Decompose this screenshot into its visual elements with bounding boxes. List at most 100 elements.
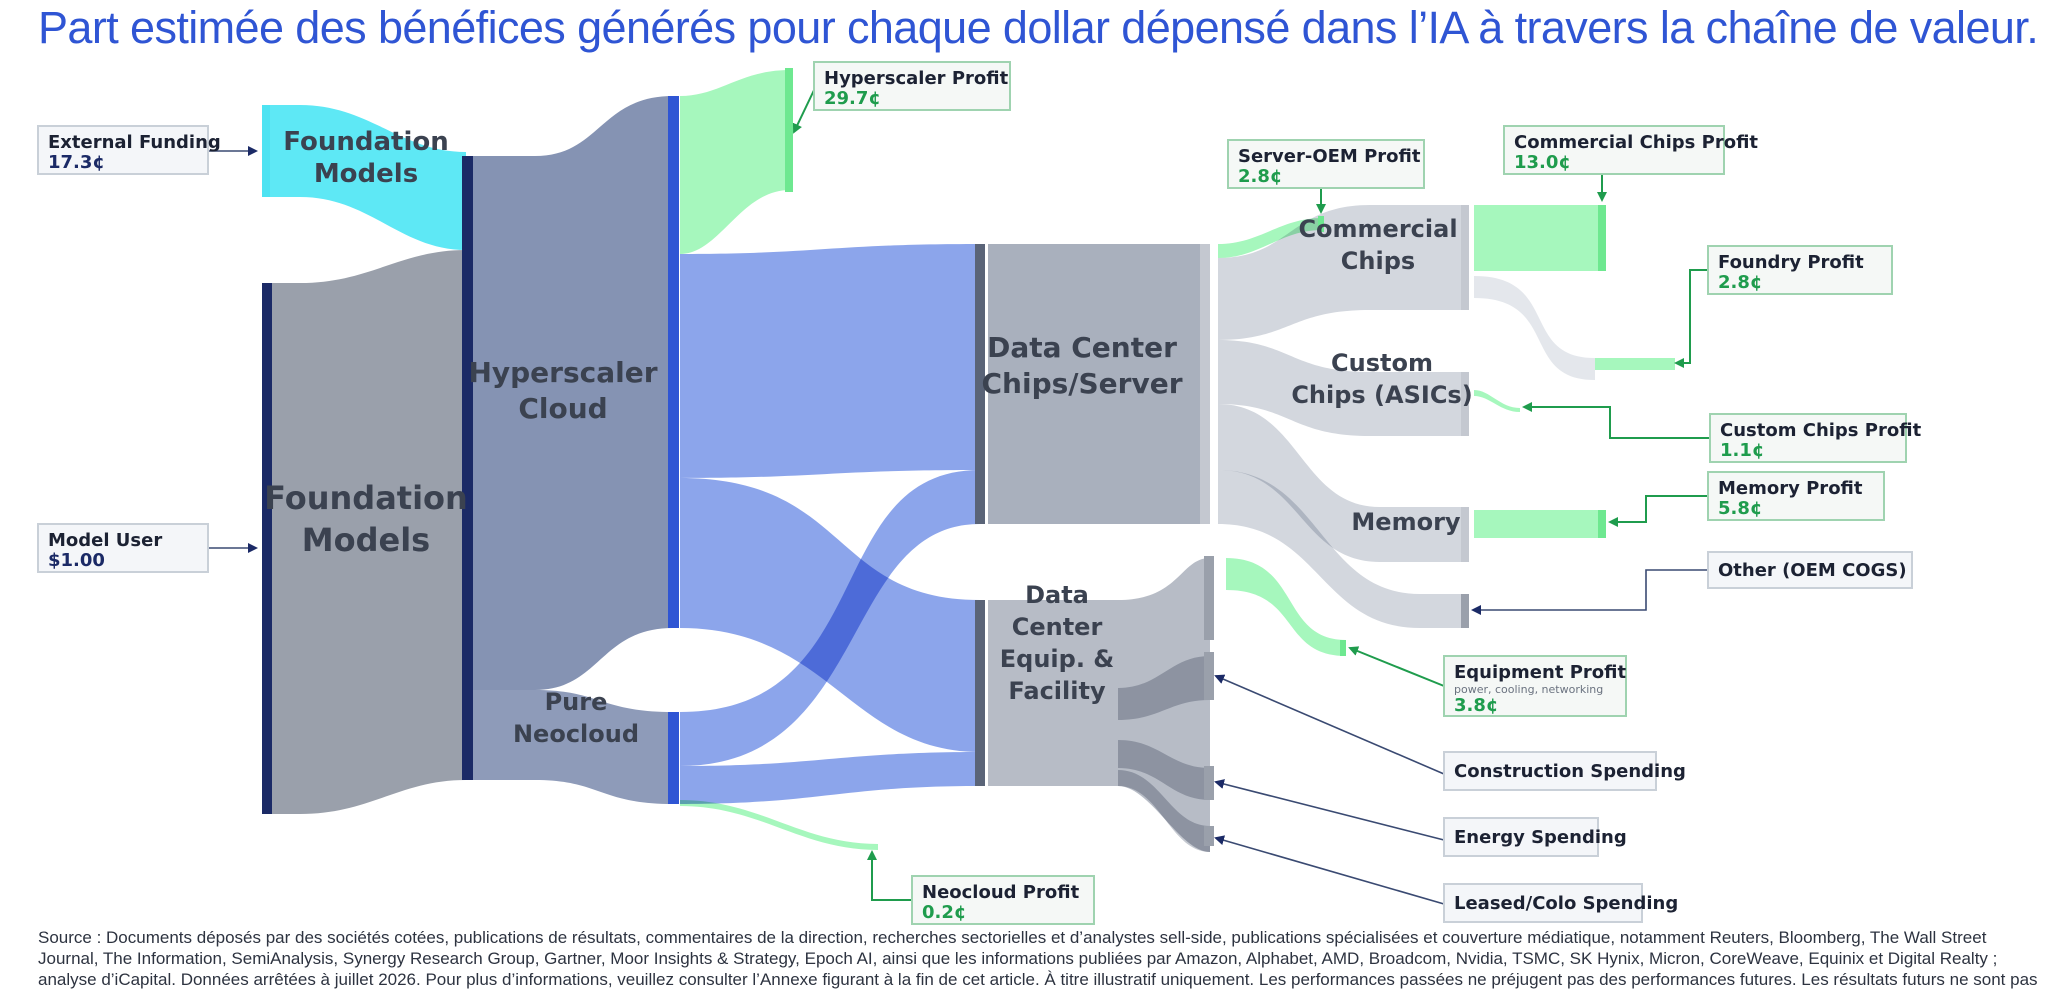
page-title: Part estimée des bénéfices générés pour … [38, 2, 2039, 53]
flow-memory-profit-bar [1598, 510, 1606, 538]
flow-neocloud-profit [680, 800, 878, 850]
callout-neocloud-profit-box [911, 875, 1095, 925]
callout-memory-profit-box [1707, 471, 1885, 521]
callout-other-oem-cogs-box [1707, 551, 1913, 589]
flow-foundry-bar [1595, 358, 1675, 370]
callout-foundry-profit: Foundry Profit 2.8¢ [1707, 245, 1893, 295]
callout-neocloud-profit: Neocloud Profit 0.2¢ [911, 875, 1095, 925]
label-foundation-models-top: Foundation Models [283, 127, 448, 189]
label-foundation-models-top-line: Foundation [283, 127, 448, 157]
flow-commercial-chips-profit-bar [1598, 205, 1606, 271]
label-hyperscaler-cloud: Hyperscaler Cloud [468, 356, 657, 425]
callout-external-funding-title: External Funding [48, 132, 221, 153]
callout-commercial-chips-profit: Commercial Chips Profit 13.0¢ [1503, 125, 1758, 175]
callout-energy-spending: Energy Spending [1443, 817, 1627, 857]
sankey-node-bars [262, 96, 1469, 846]
label-foundation-models-top-line: Models [314, 159, 418, 189]
bar-custom-chips [1461, 372, 1469, 436]
flow-to-other-cogs [1218, 470, 1466, 628]
bar-equip-in [975, 600, 985, 786]
callout-equipment-profit-value: 3.8¢ [1454, 695, 1498, 716]
callout-energy-spending-box [1443, 817, 1599, 857]
source-footnote: Source : Documents déposés par des socié… [38, 928, 2038, 989]
flow-custom-chips-profit [1474, 390, 1520, 412]
callout-leased-colo-spending: Leased/Colo Spending [1443, 883, 1678, 923]
callout-external-funding: External Funding 17.3¢ [37, 125, 221, 175]
callout-external-funding-box [37, 125, 209, 175]
flow-server-oem-profit [1218, 218, 1322, 258]
callout-custom-chips-profit-title: Custom Chips Profit [1720, 420, 1922, 441]
bar-equip-energy [1204, 766, 1214, 800]
callout-equipment-profit-title: Equipment Profit [1454, 662, 1626, 683]
flow-construction [1118, 656, 1210, 720]
flow-model-user [268, 250, 466, 814]
callout-server-oem-profit: Server-OEM Profit 2.8¢ [1227, 139, 1425, 189]
node-data-center-chips-body [988, 244, 1210, 524]
label-data-center-equip-line: Center [1012, 613, 1103, 641]
label-pure-neocloud-line: Neocloud [513, 720, 639, 748]
bar-equip-leased [1204, 826, 1214, 846]
callout-leased-colo-spending-title: Leased/Colo Spending [1454, 893, 1678, 914]
label-memory: Memory [1351, 508, 1460, 536]
bar-equip-construction [1204, 652, 1214, 700]
leader-neocloud-profit [867, 850, 914, 901]
callout-other-oem-cogs: Other (OEM COGS) [1707, 551, 1913, 589]
flow-neocloud-to-chips [680, 470, 980, 766]
bar-chips-out [1200, 244, 1210, 524]
node-data-center-equip-body [988, 558, 1210, 852]
leader-other-cogs [1471, 569, 1708, 615]
callout-custom-chips-profit-box [1709, 413, 1907, 463]
callout-custom-chips-profit-value: 1.1¢ [1720, 440, 1764, 461]
label-commercial-chips: Commercial Chips [1298, 215, 1457, 275]
label-data-center-equip: Data Center Equip. & Facility [1000, 581, 1114, 705]
bar-hyperscaler-in [462, 156, 473, 780]
callout-neocloud-profit-value: 0.2¢ [922, 902, 966, 923]
label-memory-line: Memory [1351, 508, 1460, 536]
flow-neocloud-to-equip [680, 752, 980, 804]
callout-equipment-profit: Equipment Profit power, cooling, network… [1443, 655, 1627, 717]
label-foundation-models-main: Foundation Models [264, 479, 468, 559]
bar-equip-out [1204, 556, 1214, 640]
callout-external-funding-value: 17.3¢ [48, 152, 105, 173]
callout-other-oem-cogs-title: Other (OEM COGS) [1718, 560, 1907, 581]
callout-hyperscaler-profit: Hyperscaler Profit 29.7¢ [813, 61, 1011, 111]
flow-to-memory [1218, 404, 1466, 562]
callout-server-oem-profit-value: 2.8¢ [1238, 166, 1282, 187]
callout-commercial-chips-profit-title: Commercial Chips Profit [1514, 132, 1758, 153]
leader-leased-colo [1214, 835, 1445, 905]
flow-pure-neocloud [472, 690, 673, 804]
callout-construction-spending-title: Construction Spending [1454, 761, 1686, 782]
callout-model-user: Model User $1.00 [37, 523, 209, 573]
flow-commercial-chips-profit [1474, 205, 1602, 271]
flow-hyperscaler-to-chips [680, 244, 980, 478]
callout-memory-profit-value: 5.8¢ [1718, 498, 1762, 519]
flow-memory-profit [1474, 510, 1602, 538]
callout-memory-profit-title: Memory Profit [1718, 478, 1863, 499]
label-foundation-models-main-line: Models [302, 521, 430, 559]
label-hyperscaler-cloud-line: Hyperscaler [468, 356, 657, 389]
callout-equipment-profit-box [1443, 655, 1627, 717]
callout-memory-profit: Memory Profit 5.8¢ [1707, 471, 1885, 521]
flow-hyperscaler-cloud [472, 96, 673, 690]
label-data-center-chips: Data Center Chips/Server [981, 331, 1182, 400]
leader-construction [1214, 674, 1445, 775]
flow-hyperscaler-profit-bar [785, 68, 793, 192]
leader-foundry-profit [1674, 269, 1708, 368]
flow-hyperscaler-to-equip [680, 478, 980, 752]
leader-equipment-profit [1348, 646, 1445, 687]
flow-to-commercial-chips [1218, 205, 1466, 340]
callout-commercial-chips-profit-box [1503, 125, 1725, 175]
label-custom-chips-line: Custom [1331, 349, 1433, 377]
flow-hyperscaler-profit [680, 70, 790, 254]
label-data-center-chips-line: Chips/Server [981, 367, 1182, 400]
callout-hyperscaler-profit-title: Hyperscaler Profit [824, 68, 1009, 89]
label-hyperscaler-cloud-line: Cloud [518, 392, 607, 425]
callout-custom-chips-profit: Custom Chips Profit 1.1¢ [1709, 413, 1922, 463]
callout-foundry-profit-value: 2.8¢ [1718, 272, 1762, 293]
bar-memory [1461, 507, 1469, 562]
flow-leased-colo [1118, 770, 1210, 852]
flow-equipment-profit-bar [1340, 640, 1346, 656]
callout-leased-colo-spending-box [1443, 883, 1643, 923]
callout-hyperscaler-profit-value: 29.7¢ [824, 88, 881, 109]
label-foundation-models-main-line: Foundation [264, 479, 468, 517]
